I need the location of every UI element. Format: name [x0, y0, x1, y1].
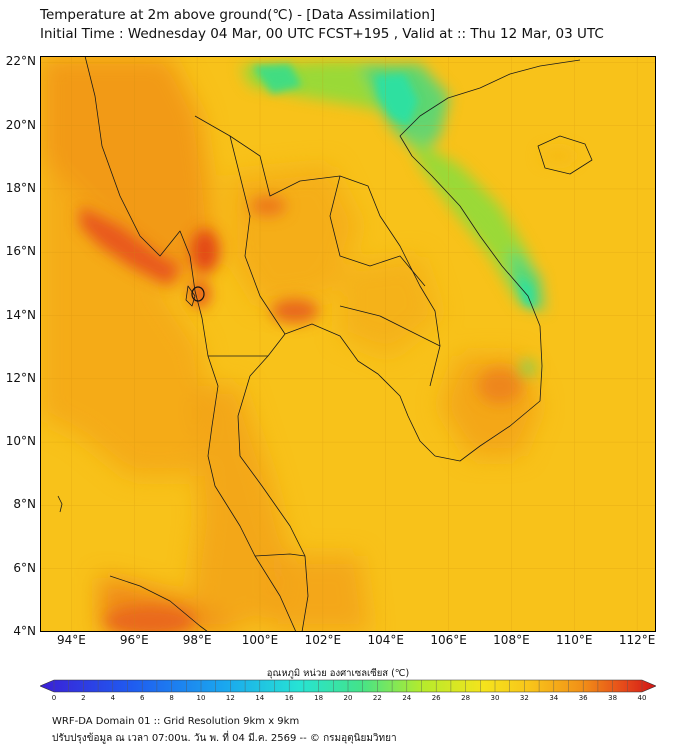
lat-tick-label: 6°N: [13, 560, 36, 575]
lon-tick-label: 110°E: [556, 633, 593, 647]
colorbar-tick-label: 28: [461, 694, 471, 702]
lon-tick-label: 98°E: [182, 633, 212, 647]
lon-tick-label: 108°E: [493, 633, 530, 647]
colorbar-tick-label: 10: [196, 694, 206, 702]
lon-tick-label: 96°E: [119, 633, 149, 647]
colorbar-tick-label: 6: [139, 694, 145, 702]
colorbar-tick-label: 14: [255, 694, 265, 702]
field-warm-regions: [40, 56, 540, 632]
footer-model-info: WRF-DA Domain 01 :: Grid Resolution 9km …: [52, 716, 300, 727]
colorbar-tick-label: 22: [372, 694, 382, 702]
colorbar-tick-label: 4: [110, 694, 116, 702]
lat-tick-label: 8°N: [13, 497, 36, 512]
footer-update-info: ปรับปรุงข้อมูล ณ เวลา 07:00น. วัน พ. ที่…: [52, 733, 397, 744]
field-hot-regions: [80, 196, 522, 632]
colorbar-tick-label: 18: [314, 694, 324, 702]
lat-lon-grid: [40, 56, 656, 632]
lon-tick-label: 94°E: [56, 633, 86, 647]
colorbar-tick-label: 0: [51, 694, 57, 702]
lon-tick-label: 104°E: [367, 633, 404, 647]
lake-marker: [191, 286, 205, 302]
colorbar-tick-label: 38: [608, 694, 618, 702]
map-frame: [40, 56, 656, 632]
lat-tick-label: 14°N: [5, 307, 36, 322]
colorbar-tick-label: 36: [578, 694, 588, 702]
colorbar-tick-label: 12: [225, 694, 235, 702]
colorbar-tick-label: 30: [490, 694, 500, 702]
lat-tick-label: 12°N: [5, 370, 36, 385]
lat-tick-label: 18°N: [5, 180, 36, 195]
lon-tick-label: 112°E: [618, 633, 656, 647]
lon-tick-label: 102°E: [304, 633, 342, 647]
colorbar-tick-label: 16: [284, 694, 294, 702]
colorbar-tick-label: 32: [519, 694, 529, 702]
colorbar-tick-label: 26: [431, 694, 441, 702]
lat-tick-label: 22°N: [5, 54, 36, 69]
chart-subtitle: Initial Time : Wednesday 04 Mar, 00 UTC …: [40, 26, 604, 42]
lat-tick-label: 10°N: [5, 434, 36, 449]
colorbar-tick-label: 34: [549, 694, 559, 702]
colorbar-tick-label: 2: [81, 694, 86, 702]
lon-tick-label: 100°E: [241, 633, 279, 647]
field-cold-regions: [252, 64, 536, 308]
coastlines-and-borders: [57, 56, 593, 632]
temperature-map[interactable]: [40, 56, 656, 632]
lat-tick-label: 20°N: [5, 117, 36, 132]
colorbar-tick-label: 40: [637, 694, 647, 702]
lat-tick-label: 16°N: [5, 244, 36, 259]
chart-title: Temperature at 2m above ground(℃) - [Dat…: [40, 7, 436, 23]
colorbar-title: อุณหภูมิ หน่วย องศาเซลเซียส (℃): [266, 668, 410, 679]
map-panel[interactable]: [40, 56, 656, 632]
lon-tick-label: 106°E: [430, 633, 467, 647]
colorbar-tick-label: 24: [402, 694, 412, 702]
colorbar: [40, 679, 656, 693]
lat-tick-label: 4°N: [13, 624, 36, 638]
colorbar-tick-label: 20: [343, 694, 353, 702]
colorbar-tick-label: 8: [169, 694, 174, 702]
